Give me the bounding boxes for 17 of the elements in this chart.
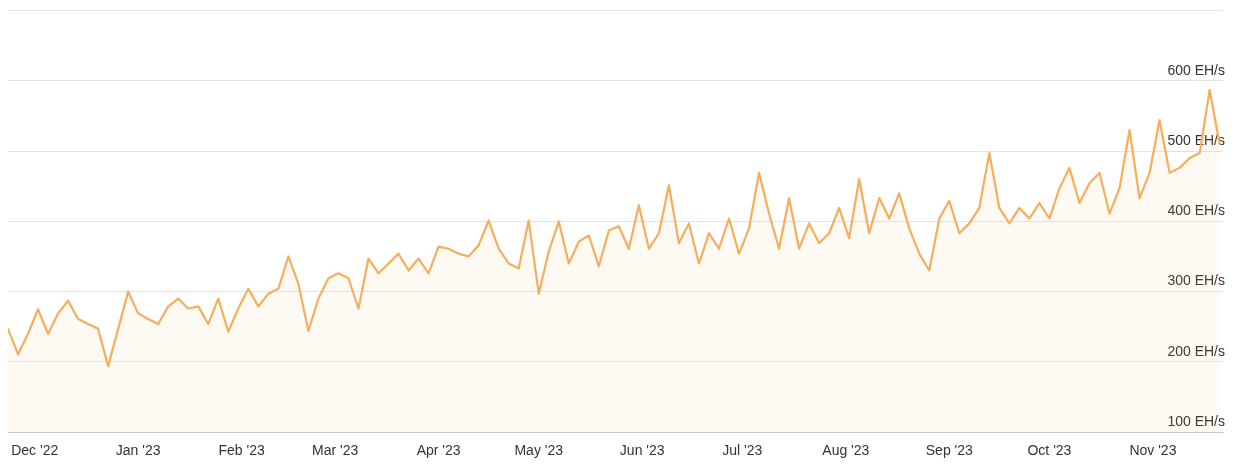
x-tick-label: Oct '23 bbox=[1027, 442, 1072, 459]
y-tick-label: 400 EH/s bbox=[1167, 202, 1225, 219]
x-tick-label: Jan '23 bbox=[115, 442, 161, 459]
x-tick-label: Aug '23 bbox=[822, 442, 870, 459]
y-tick-label: 100 EH/s bbox=[1167, 413, 1225, 430]
x-tick-label: Apr '23 bbox=[416, 442, 461, 459]
y-tick-label: 200 EH/s bbox=[1167, 342, 1225, 359]
x-tick-label: Nov '23 bbox=[1129, 442, 1177, 459]
x-tick-label: Sep '23 bbox=[925, 442, 974, 459]
x-tick-label: Jun '23 bbox=[619, 442, 665, 459]
x-tick-label: Feb '23 bbox=[218, 442, 265, 459]
x-tick-label: Jul '23 bbox=[722, 442, 763, 459]
x-tick-label: May '23 bbox=[514, 442, 564, 459]
y-tick-label: 600 EH/s bbox=[1167, 61, 1225, 78]
y-tick-label: 300 EH/s bbox=[1167, 272, 1225, 289]
x-tick-label: Dec '22 bbox=[11, 442, 59, 459]
x-tick-label: Mar '23 bbox=[311, 442, 359, 459]
